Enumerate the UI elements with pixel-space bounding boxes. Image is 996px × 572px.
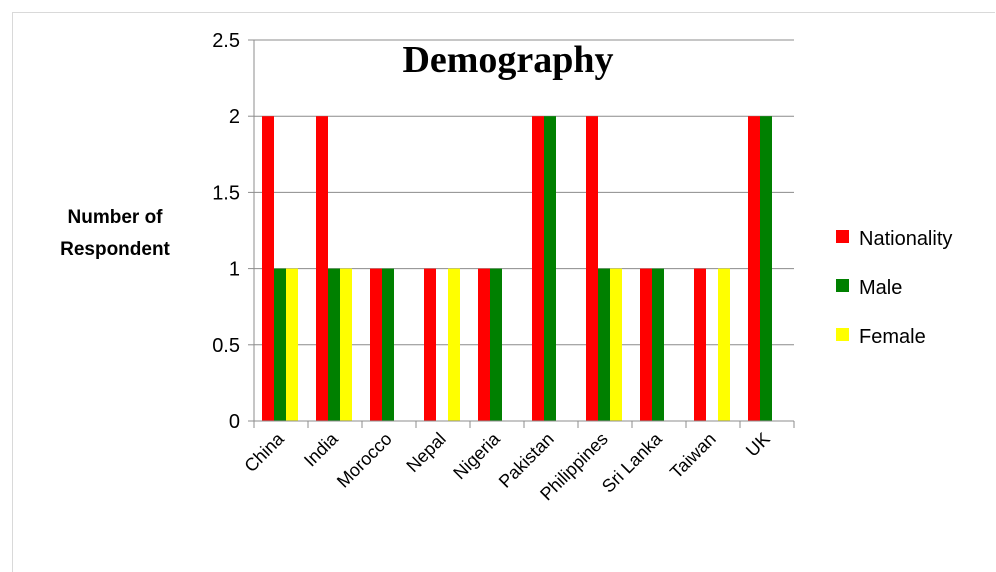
y-tick-label: 1.5 <box>212 182 240 204</box>
bar-nationality-pakistan <box>532 116 544 421</box>
x-tick-label: Sri Lanka <box>598 428 667 497</box>
bar-female-taiwan <box>718 268 730 421</box>
bar-nationality-nepal <box>424 268 436 421</box>
y-tick-label: 0.5 <box>212 335 240 357</box>
y-axis-label-line-1: Number of <box>68 207 164 228</box>
y-axis-label-line-2: Respondent <box>60 239 170 260</box>
bar-male-uk <box>760 116 772 421</box>
x-tick-label: Taiwan <box>666 429 720 483</box>
x-tick-label: Morocco <box>333 429 396 492</box>
bar-male-nigeria <box>490 268 502 421</box>
bar-male-india <box>328 268 340 421</box>
x-tick-label: China <box>240 428 288 476</box>
bar-male-china <box>274 268 286 421</box>
legend: Nationality Male Female <box>836 228 952 348</box>
chart-frame <box>12 12 995 572</box>
bar-nationality-nigeria <box>478 268 490 421</box>
bar-male-sri-lanka <box>652 268 664 421</box>
legend-swatch-nationality <box>836 230 849 243</box>
y-tick-label: 1 <box>229 259 240 281</box>
bar-male-pakistan <box>544 116 556 421</box>
legend-label-female: Female <box>859 326 926 348</box>
bar-nationality-sri-lanka <box>640 268 652 421</box>
bar-nationality-china <box>262 116 274 421</box>
y-tick-label: 2 <box>229 106 240 128</box>
legend-label-male: Male <box>859 277 902 299</box>
legend-swatch-male <box>836 279 849 292</box>
chart-title: Demography <box>402 39 613 81</box>
bar-nationality-taiwan <box>694 268 706 421</box>
y-tick-labels: 0 0.5 1 1.5 2 2.5 <box>212 30 240 433</box>
bar-female-nepal <box>448 268 460 421</box>
bars <box>262 116 772 421</box>
y-tick-label: 2.5 <box>212 30 240 52</box>
axes <box>248 39 795 428</box>
bar-male-philippines <box>598 268 610 421</box>
bar-female-india <box>340 268 352 421</box>
x-tick-label: Nepal <box>402 429 449 476</box>
legend-label-nationality: Nationality <box>859 228 952 250</box>
x-tick-label: UK <box>742 429 774 461</box>
bar-nationality-morocco <box>370 268 382 421</box>
bar-nationality-uk <box>748 116 760 421</box>
bar-female-china <box>286 268 298 421</box>
bar-female-philippines <box>610 268 622 421</box>
bar-male-morocco <box>382 268 394 421</box>
bar-nationality-india <box>316 116 328 421</box>
y-tick-label: 0 <box>229 411 240 433</box>
bar-nationality-philippines <box>586 116 598 421</box>
legend-swatch-female <box>836 328 849 341</box>
x-tick-label: India <box>300 428 342 470</box>
